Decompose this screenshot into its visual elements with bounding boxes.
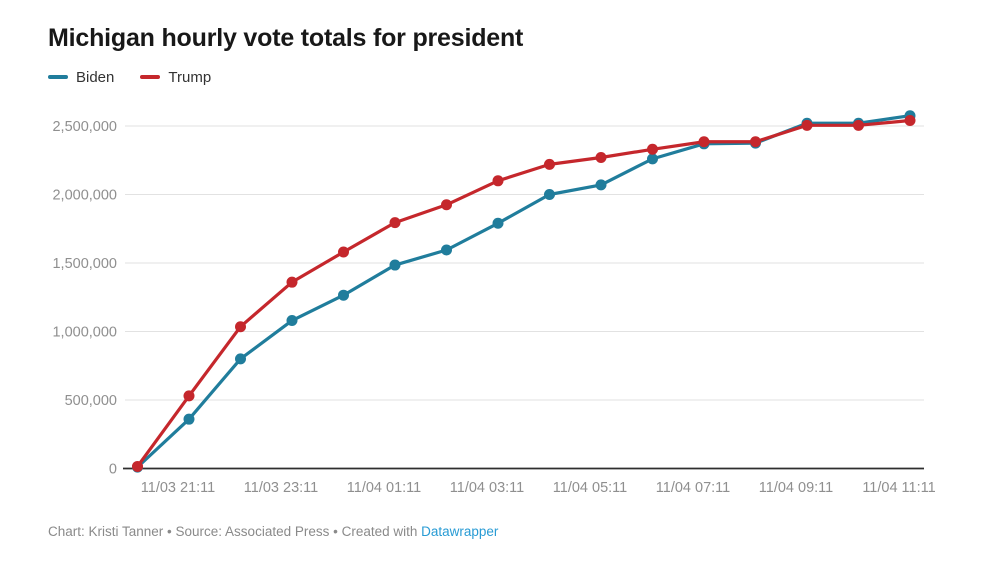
point-biden-5[interactable] [389, 259, 401, 271]
line-trump [135, 118, 912, 469]
point-biden-2[interactable] [235, 353, 246, 365]
datawrapper-link[interactable]: Datawrapper [421, 524, 499, 539]
y-axis-label: 1,000,000 [52, 325, 117, 341]
point-trump-3[interactable] [286, 276, 298, 288]
point-biden-3[interactable] [286, 315, 298, 327]
x-axis-label: 11/03 23:11 [244, 480, 318, 496]
line-biden [135, 114, 912, 469]
x-axis-label: 11/04 01:11 [347, 480, 421, 496]
point-trump-12[interactable] [750, 136, 761, 148]
point-trump-8[interactable] [544, 158, 555, 170]
point-trump-11[interactable] [698, 136, 710, 148]
point-trump-15[interactable] [904, 115, 916, 127]
point-biden-1[interactable] [183, 413, 195, 425]
y-axis-label: 1,500,000 [52, 256, 117, 272]
line-chart: 0 500,000 1,000,000 1,500,000 2,000,000 2,500… [0, 100, 990, 500]
y-axis-label: 0 [109, 462, 117, 478]
biden-line-swatch [48, 75, 68, 79]
point-trump-5[interactable] [389, 217, 401, 229]
point-trump-14[interactable] [853, 119, 864, 131]
point-biden-7[interactable] [492, 217, 504, 229]
x-axis-label: 11/04 03:11 [450, 480, 524, 496]
point-trump-4[interactable] [338, 246, 349, 258]
x-axis-label: 11/04 05:11 [553, 480, 627, 496]
legend-item-trump: Trump [140, 69, 211, 86]
point-biden-9[interactable] [595, 179, 607, 191]
point-trump-13[interactable] [801, 119, 813, 131]
point-biden-10[interactable] [647, 153, 658, 165]
y-axis-label: 2,500,000 [52, 119, 117, 135]
point-trump-9[interactable] [595, 152, 607, 164]
chart-footer: Chart: Kristi Tanner • Source: Associate… [48, 524, 498, 539]
line-chart-svg: 0 500,000 1,000,000 1,500,000 2,000,000 2,500… [52, 110, 936, 496]
legend-label-biden: Biden [76, 68, 115, 86]
point-trump-1[interactable] [183, 390, 195, 402]
trump-line-swatch [140, 75, 161, 79]
point-trump-0[interactable] [132, 460, 143, 472]
x-axis-label: 11/04 07:11 [656, 480, 730, 496]
y-axis-label: 500,000 [65, 393, 117, 409]
point-trump-6[interactable] [441, 199, 452, 211]
chart-title: Michigan hourly vote totals for presiden… [48, 24, 524, 52]
point-biden-6[interactable] [441, 244, 452, 256]
legend-item-biden: Biden [48, 69, 114, 86]
legend-label-trump: Trump [168, 68, 212, 86]
x-axis-label: 11/03 21:11 [141, 480, 215, 496]
point-biden-4[interactable] [338, 289, 349, 301]
x-axis-label: 11/04 09:11 [759, 480, 833, 496]
point-biden-8[interactable] [544, 189, 555, 200]
legend: Biden Trump [0, 51, 990, 87]
x-axis-label: 11/04 11:11 [862, 480, 935, 496]
footer-credit-text: Chart: Kristi Tanner • Source: Associate… [48, 524, 422, 539]
point-trump-2[interactable] [235, 321, 246, 333]
point-trump-7[interactable] [492, 175, 504, 187]
point-trump-10[interactable] [647, 143, 658, 155]
y-axis-label: 2,000,000 [52, 188, 117, 204]
